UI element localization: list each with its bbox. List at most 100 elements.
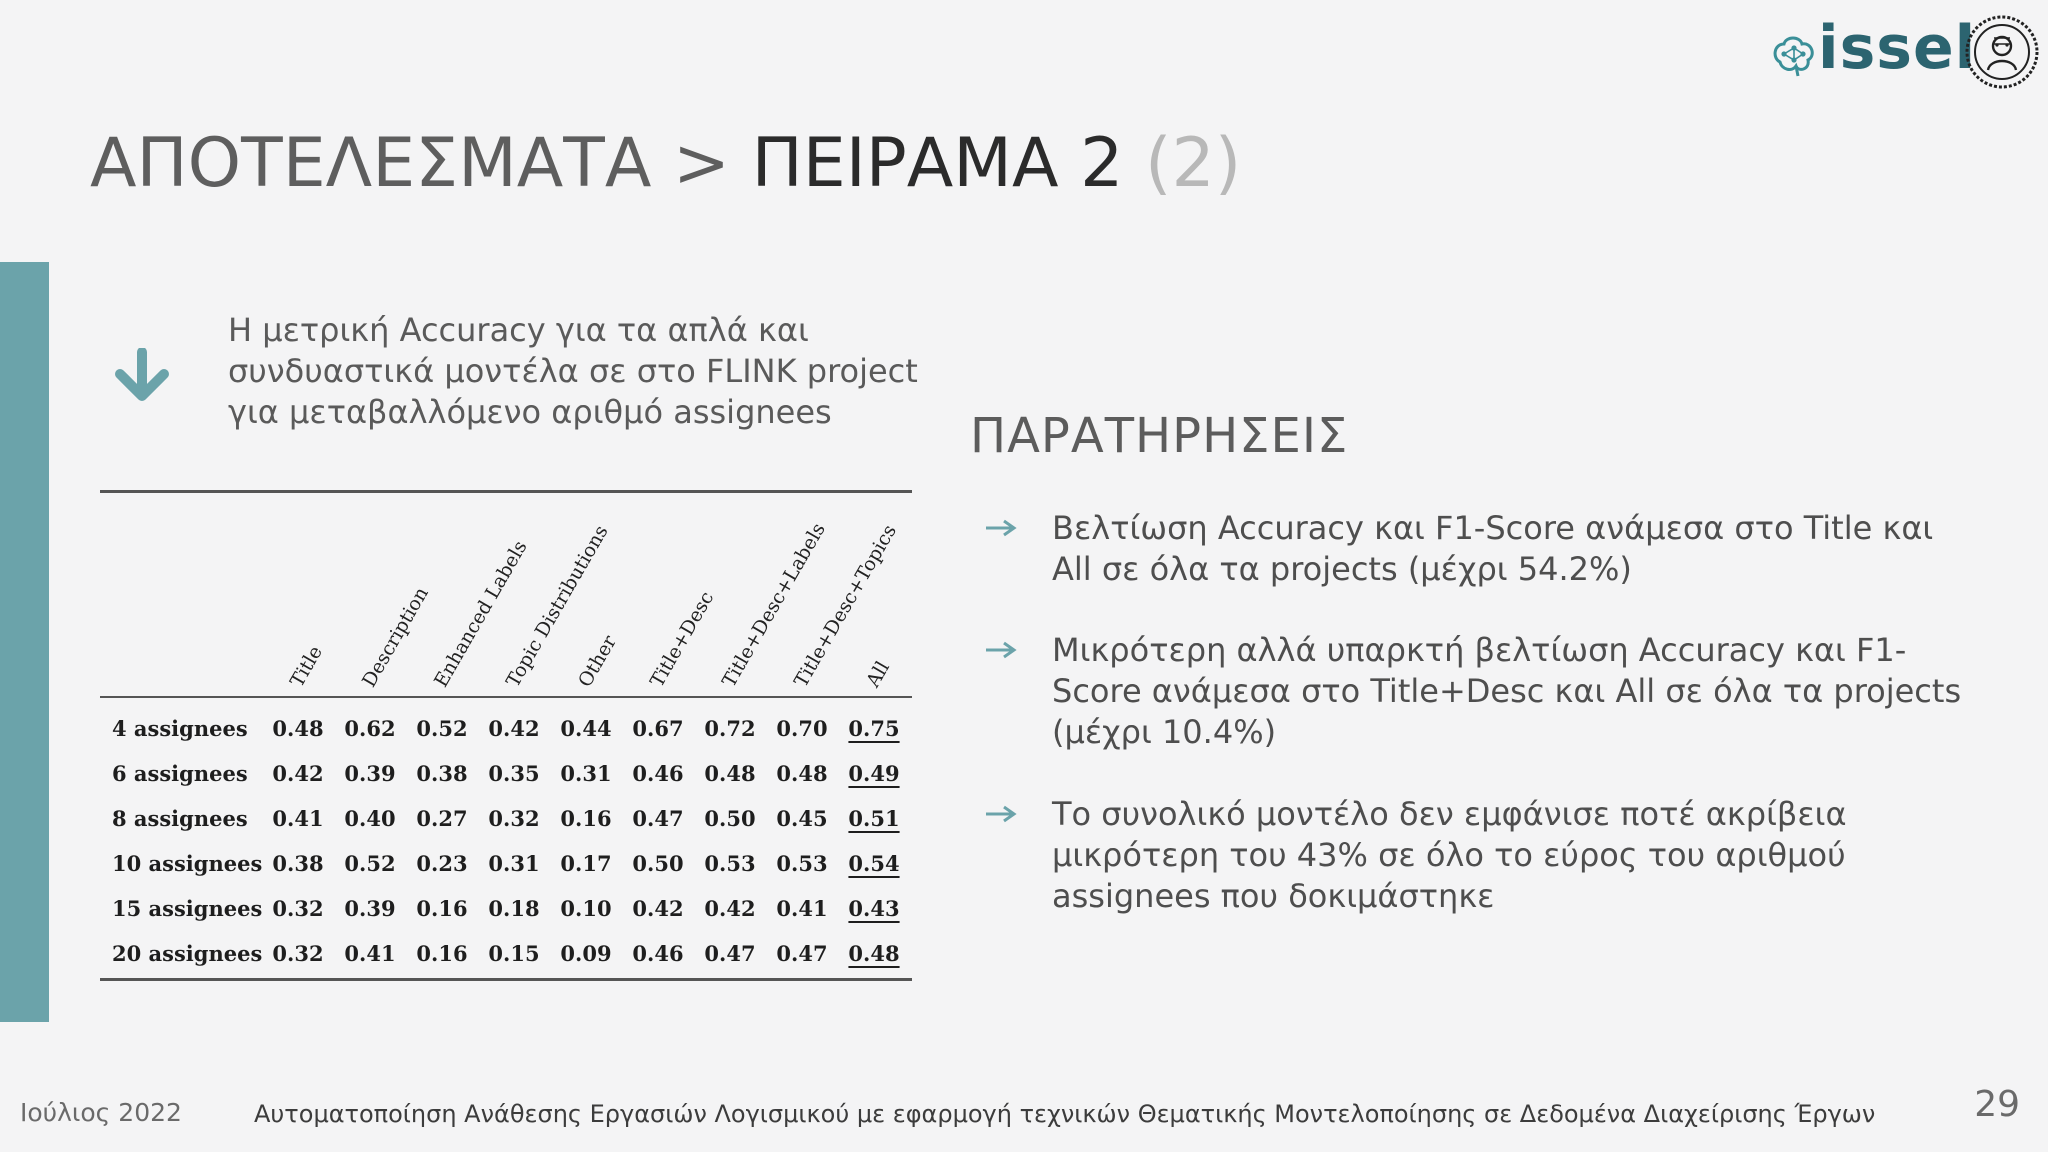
observation-line: (μέχρι 10.4%) [1052,713,1277,751]
table-cell: 0.53 [704,851,756,876]
table-cell: 0.38 [272,851,324,876]
observation-line: assignees που δοκιμάστηκε [1052,877,1495,915]
table-description: Η μετρική Accuracy για τα απλά και συνδυ… [228,310,928,433]
table-cell: 0.47 [632,806,684,831]
table-cell: 0.42 [488,716,540,741]
row-label: 20 assignees [112,941,263,966]
table-cell: 0.48 [272,716,324,741]
table-cell: 0.42 [272,761,324,786]
column-header: Title+Desc [646,587,719,691]
accuracy-table: Title Description Enhanced Labels Topic … [100,490,912,986]
observation-line: Score ανάμεσα στο Title+Desc και All σε … [1052,672,1962,710]
table-cell: 0.27 [416,806,468,831]
observation-line: μικρότερη του 43% σε όλο το εύρος του αρ… [1052,836,1846,874]
observation-line: All σε όλα τα projects (μέχρι 54.2%) [1052,550,1632,588]
table-cell: 0.23 [416,851,468,876]
title-separator: > [673,124,730,203]
row-label: 15 assignees [112,896,263,921]
footer-caption: Αυτοματοποίηση Ανάθεσης Εργασιών Λογισμι… [254,1100,1876,1128]
table-cell: 0.15 [488,941,540,966]
page-number: 29 [1974,1084,2020,1125]
side-accent-bar [0,262,49,1022]
table-cell: 0.32 [272,896,324,921]
table-cell: 0.09 [560,941,612,966]
table-row: 8 assignees 0.41 0.40 0.27 0.32 0.16 0.4… [100,796,912,841]
table-cell: 0.16 [416,941,468,966]
table-cell-best: 0.43 [848,896,900,921]
table-row: 6 assignees 0.42 0.39 0.38 0.35 0.31 0.4… [100,751,912,796]
down-arrow-icon [115,348,169,401]
table-cell: 0.48 [776,761,828,786]
table-cell: 0.41 [272,806,324,831]
table-cell: 0.41 [776,896,828,921]
table-cell: 0.52 [344,851,396,876]
table-cell: 0.44 [560,716,612,741]
table-cell: 0.31 [488,851,540,876]
table-cell: 0.38 [416,761,468,786]
university-seal-icon [1965,15,2039,89]
table-cell: 0.10 [560,896,612,921]
observation-text: Το συνολικό μοντέλο δεν εμφάνισε ποτέ ακ… [1052,794,1972,917]
table-cell: 0.40 [344,806,396,831]
title-section: ΑΠΟΤΕΛΕΣΜΑΤΑ [90,124,652,203]
table-top-rule [100,490,912,493]
table-cell: 0.48 [704,761,756,786]
table-cell: 0.70 [776,716,828,741]
table-cell: 0.52 [416,716,468,741]
table-cell: 0.47 [776,941,828,966]
description-line: Η μετρική Accuracy για τα απλά και [228,311,809,349]
table-cell: 0.32 [488,806,540,831]
table-cell: 0.39 [344,761,396,786]
table-row: 20 assignees 0.32 0.41 0.16 0.15 0.09 0.… [100,931,912,976]
table-header-rule [100,696,912,698]
table-row: 4 assignees 0.48 0.62 0.52 0.42 0.44 0.6… [100,706,912,751]
table-cell: 0.18 [488,896,540,921]
page-title: ΑΠΟΤΕΛΕΣΜΑΤΑ > ΠΕΙΡΑΜΑ 2 (2) [90,118,1241,210]
table-cell-best: 0.75 [848,716,900,741]
observations-title: ΠΑΡΑΤΗΡΗΣΕΙΣ [970,408,1349,464]
table-cell: 0.32 [272,941,324,966]
table-cell: 0.39 [344,896,396,921]
brain-network-icon [1773,36,1814,77]
observation-text: Μικρότερη αλλά υπαρκτή βελτίωση Accuracy… [1052,630,1972,753]
right-arrow-icon [986,641,1017,659]
table-cell: 0.46 [632,941,684,966]
right-arrow-icon [986,519,1017,537]
table-row: 15 assignees 0.32 0.39 0.16 0.18 0.10 0.… [100,886,912,931]
logo-text: issel [1818,13,1977,83]
description-line: συνδυαστικά μοντέλα σε στο FLINK project [228,352,918,390]
table-cell: 0.16 [416,896,468,921]
table-cell-best: 0.48 [848,941,900,966]
table-cell: 0.35 [488,761,540,786]
table-cell: 0.47 [704,941,756,966]
row-label: 6 assignees [112,761,248,786]
description-line: για μεταβαλλόμενο αριθμό assignees [228,393,832,431]
table-cell: 0.17 [560,851,612,876]
right-arrow-icon [986,805,1017,823]
observation-line: Βελτίωση Accuracy και F1-Score ανάμεσα σ… [1052,509,1934,547]
title-subsection: ΠΕΙΡΑΜΑ 2 [751,124,1124,203]
table-cell: 0.42 [632,896,684,921]
table-cell: 0.41 [344,941,396,966]
table-cell: 0.50 [704,806,756,831]
table-cell: 0.31 [560,761,612,786]
footer-date: Ιούλιος 2022 [20,1098,182,1127]
row-label: 8 assignees [112,806,248,831]
table-cell: 0.16 [560,806,612,831]
table-cell: 0.72 [704,716,756,741]
table-cell: 0.62 [344,716,396,741]
table-cell: 0.42 [704,896,756,921]
table-row: 10 assignees 0.38 0.52 0.23 0.31 0.17 0.… [100,841,912,886]
observation-text: Βελτίωση Accuracy και F1-Score ανάμεσα σ… [1052,508,1972,590]
table-cell: 0.53 [776,851,828,876]
table-cell: 0.46 [632,761,684,786]
row-label: 4 assignees [112,716,248,741]
title-counter: (2) [1144,124,1242,203]
table-bottom-rule [100,978,912,981]
table-cell: 0.50 [632,851,684,876]
column-header: Other [574,631,621,691]
table-cell-best: 0.54 [848,851,900,876]
table-cell: 0.45 [776,806,828,831]
observation-line: Μικρότερη αλλά υπαρκτή βελτίωση Accuracy… [1052,631,1907,669]
table-cell-best: 0.51 [848,806,900,831]
